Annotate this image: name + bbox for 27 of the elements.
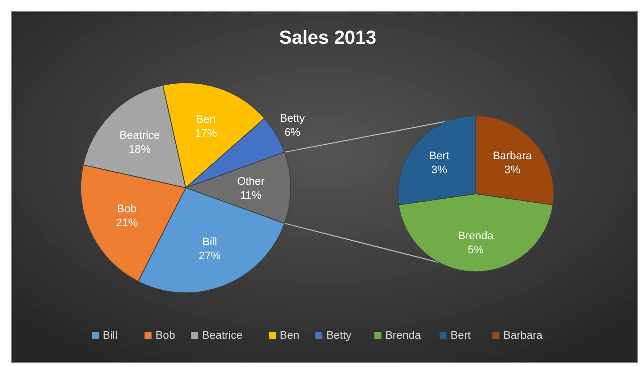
data-label: 11% [240, 190, 262, 202]
data-label: 3% [432, 164, 448, 176]
data-label: 17% [195, 128, 218, 140]
legend-label: Bill [103, 330, 118, 342]
slice-label: Barbara [492, 150, 533, 162]
legend-label: Barbara [504, 330, 544, 342]
legend-label: Beatrice [202, 330, 243, 342]
slice-label: Other [237, 176, 266, 188]
legend-label: Bob [156, 330, 176, 342]
legend-label: Ben [280, 330, 300, 342]
data-label: 5% [468, 244, 484, 256]
data-label: 3% [504, 164, 521, 176]
slice-label: Betty [280, 112, 306, 125]
data-label: 27% [198, 250, 222, 263]
legend-label: Brenda [386, 330, 422, 342]
slice-label: Bill [202, 236, 218, 249]
slice-label: Bob [117, 204, 137, 216]
data-label: 18% [128, 144, 152, 156]
slice-label: Ben [196, 114, 216, 126]
slice-label: Bert [429, 150, 450, 162]
legend-label: Bert [450, 330, 471, 342]
chart-title: Sales 2013 [279, 28, 377, 49]
slice-label: Beatrice [120, 130, 160, 142]
data-label: 6% [284, 126, 301, 139]
legend-label: Betty [326, 330, 352, 342]
slice-label: Brenda [458, 230, 495, 242]
data-label: 21% [116, 218, 138, 230]
